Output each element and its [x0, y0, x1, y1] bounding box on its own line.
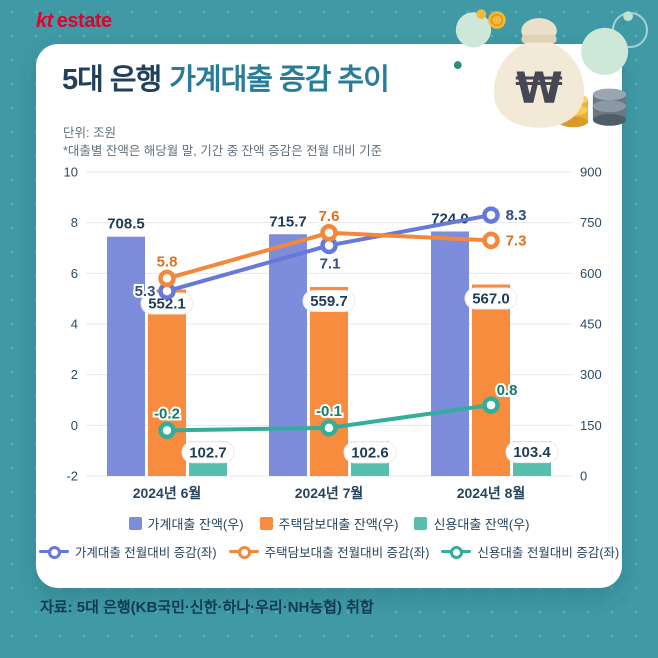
legend-item-credit-change: 신용대출 전월대비 증감(좌)	[441, 542, 619, 561]
title-part-dark: 5대 은행	[62, 64, 162, 96]
legend-bar-row: 가계대출 잔액(우) 주택담보대출 잔액(우) 신용대출 잔액(우)	[36, 514, 622, 533]
bar-series-0	[107, 231, 469, 476]
svg-text:-2: -2	[66, 469, 78, 484]
silver-coin-stack	[592, 88, 627, 126]
legend-item-mortgage-balance: 주택담보대출 잔액(우)	[259, 514, 399, 533]
legend-item-household-change: 가계대출 전월대비 증감(좌)	[38, 542, 217, 561]
page-title: 5대 은행 가계대출 증감 추이	[62, 56, 390, 98]
title-part-teal: 가계대출 증감 추이	[169, 64, 390, 96]
svg-text:4: 4	[71, 317, 78, 332]
teal-dot	[453, 61, 462, 69]
svg-text:2024년 6월: 2024년 6월	[133, 485, 202, 501]
money-bag-illustration: ₩	[453, 9, 634, 128]
svg-text:715.7: 715.7	[269, 213, 307, 230]
estate-logo-text: estate	[56, 10, 112, 32]
content-card: 5대 은행 가계대출 증감 추이 단위: 조원 *대출별 잔액은 해당월 말, 기…	[36, 44, 622, 588]
unit-note: 단위: 조원	[63, 126, 116, 140]
money-bag: ₩	[493, 18, 585, 128]
legend-line-marker-blue	[38, 545, 69, 559]
svg-text:2024년 8월: 2024년 8월	[457, 485, 526, 501]
svg-text:2024년 7월: 2024년 7월	[295, 485, 364, 501]
bar-series-1	[148, 284, 510, 476]
legend-swatch-blue	[128, 517, 142, 530]
legend-line-marker-teal	[441, 545, 472, 559]
svg-text:7.6: 7.6	[319, 208, 340, 225]
svg-text:8.3: 8.3	[506, 207, 527, 224]
svg-text:7.3: 7.3	[506, 232, 527, 249]
svg-text:559.7: 559.7	[310, 293, 348, 310]
svg-text:0: 0	[71, 418, 78, 433]
svg-text:450: 450	[580, 317, 602, 332]
mint-circle	[581, 27, 629, 75]
svg-text:6: 6	[71, 266, 78, 281]
legend-line-row: 가계대출 전월대비 증감(좌) 주택담보대출 전월대비 증감(좌) 신용대출 전…	[36, 542, 622, 561]
svg-text:8: 8	[71, 215, 78, 230]
svg-text:10: 10	[64, 165, 78, 180]
svg-text:5.3: 5.3	[135, 283, 156, 300]
legend-label: 신용대출 전월대비 증감(좌)	[477, 546, 620, 560]
legend-label: 가계대출 잔액(우)	[147, 517, 244, 532]
svg-text:900: 900	[580, 165, 602, 180]
svg-text:7.1: 7.1	[320, 255, 341, 272]
svg-text:5.8: 5.8	[157, 253, 178, 270]
mint-circle	[455, 12, 492, 48]
svg-text:102.6: 102.6	[351, 444, 389, 461]
legend-label: 주택담보대출 전월대비 증감(좌)	[264, 546, 430, 560]
legend-swatch-orange	[259, 517, 273, 530]
svg-text:552.1: 552.1	[148, 296, 186, 313]
svg-text:0.8: 0.8	[497, 382, 518, 399]
svg-text:150: 150	[580, 418, 602, 433]
legend-item-mortgage-change: 주택담보대출 전월대비 증감(좌)	[228, 542, 430, 561]
footnote: *대출별 잔액은 해당월 말, 기간 중 잔액 증감은 전월 대비 기준	[63, 144, 383, 158]
mint-dot	[623, 11, 634, 22]
svg-text:-0.1: -0.1	[316, 403, 342, 420]
legend-label: 신용대출 잔액(우)	[433, 517, 530, 532]
legend-item-household-balance: 가계대출 잔액(우)	[128, 514, 244, 533]
kt-estate-logo: kt estate	[36, 10, 112, 33]
svg-text:103.4: 103.4	[513, 444, 551, 461]
svg-text:0: 0	[580, 469, 587, 484]
svg-text:708.5: 708.5	[107, 216, 145, 233]
legend-item-credit-balance: 신용대출 잔액(우)	[414, 514, 529, 533]
svg-text:750: 750	[580, 215, 602, 230]
svg-text:600: 600	[580, 266, 602, 281]
svg-text:-0.2: -0.2	[154, 405, 180, 422]
svg-text:567.0: 567.0	[472, 290, 510, 307]
svg-text:102.7: 102.7	[189, 444, 227, 461]
legend-swatch-teal	[414, 517, 428, 530]
small-gold-coins	[476, 9, 506, 29]
source-note: 자료: 5대 은행(KB국민·신한·하나·우리·NH농협) 취합	[40, 599, 374, 616]
won-symbol: ₩	[515, 64, 563, 114]
legend-line-marker-orange	[228, 545, 259, 559]
legend-label: 가계대출 전월대비 증감(좌)	[74, 546, 217, 560]
svg-text:2: 2	[71, 367, 78, 382]
legend-label: 주택담보대출 잔액(우)	[278, 517, 399, 532]
svg-text:300: 300	[580, 367, 602, 382]
kt-logo-text: kt	[36, 10, 53, 32]
